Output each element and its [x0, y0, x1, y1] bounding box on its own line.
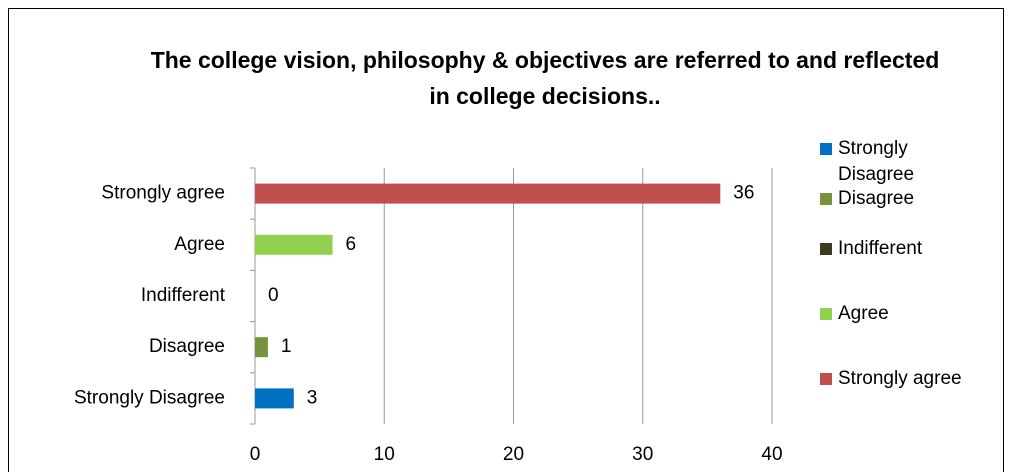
x-tick-label: 10: [374, 444, 395, 465]
y-tick-label: Strongly Disagree: [74, 387, 225, 408]
legend-swatch: [820, 308, 832, 320]
y-tick-label: Disagree: [149, 336, 225, 357]
x-tick-label: 40: [761, 444, 782, 465]
frame: [8, 8, 1004, 472]
bar: [255, 183, 721, 204]
legend-swatch: [820, 143, 832, 155]
legend-swatch: [820, 193, 832, 205]
y-tick-label: Agree: [174, 234, 225, 255]
legend-swatch: [820, 243, 832, 255]
data-label: 6: [346, 234, 357, 255]
bar: [255, 337, 268, 358]
bar: [255, 234, 333, 255]
y-tick-label: Indifferent: [141, 285, 226, 306]
bar: [255, 388, 294, 409]
legend-label: Agree: [838, 303, 889, 324]
x-tick-label: 30: [632, 444, 653, 465]
y-tick-label: Strongly agree: [101, 183, 225, 204]
chart-title: The college vision, philosophy & objecti…: [150, 47, 940, 109]
data-label: 3: [307, 387, 318, 408]
x-tick-label: 0: [250, 444, 261, 465]
data-label: 36: [733, 183, 754, 204]
legend-label: Indifferent: [838, 238, 923, 259]
data-label: 1: [281, 336, 292, 357]
x-tick-label: 20: [503, 444, 524, 465]
legend-label: Strongly agree: [838, 368, 962, 389]
legend-swatch: [820, 373, 832, 385]
legend-label: Disagree: [838, 188, 915, 209]
data-label: 0: [268, 285, 279, 306]
legend-label: Strongly Disagree: [838, 138, 915, 185]
